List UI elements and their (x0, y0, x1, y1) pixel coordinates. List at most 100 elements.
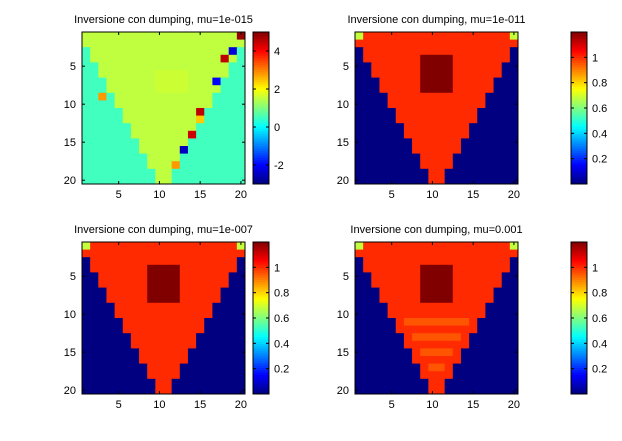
heatmap-cell (469, 123, 478, 132)
heatmap-cell (493, 280, 503, 289)
heatmap-cell (236, 242, 246, 251)
heatmap-cell (204, 340, 213, 349)
heatmap-cell (379, 363, 389, 372)
colorbar-swatch (571, 58, 587, 61)
colorbar-swatch (571, 34, 587, 38)
heatmap-cell (236, 371, 246, 380)
heatmap-cell (139, 242, 148, 251)
heatmap-cell (477, 176, 486, 185)
heatmap-cell (460, 62, 470, 71)
heatmap-cell (130, 153, 140, 162)
heatmap-cell (469, 325, 478, 334)
colorbar-tick-label: 1 (274, 262, 280, 274)
heatmap-cell (114, 257, 124, 266)
heatmap-cell (444, 318, 454, 327)
heatmap-cell (212, 123, 222, 132)
heatmap-cell (106, 153, 116, 162)
colorbar-swatch (253, 70, 269, 73)
heatmap-cell (196, 47, 205, 56)
heatmap-cell (187, 371, 197, 380)
heatmap-cell (379, 47, 389, 56)
heatmap-cell (204, 108, 213, 117)
heatmap-cell (452, 318, 462, 327)
heatmap-cell (163, 348, 173, 357)
heatmap-cell (139, 176, 148, 185)
heatmap-cell (469, 302, 478, 311)
heatmap-cell (469, 371, 478, 380)
heatmap-cell (196, 340, 205, 349)
heatmap-cell (395, 371, 405, 380)
colorbar-swatch (253, 332, 269, 336)
heatmap-cell (412, 325, 421, 334)
heatmap-cell (501, 302, 511, 311)
heatmap-cell (379, 70, 389, 79)
x-tick-label: 5 (389, 399, 395, 411)
heatmap-cell (371, 146, 380, 155)
heatmap-cell (179, 325, 189, 334)
heatmap-cell (212, 363, 222, 372)
heatmap-cell (444, 130, 454, 139)
colorbar-swatch (253, 39, 269, 42)
heatmap-cell (122, 138, 132, 147)
heatmap-cell (501, 62, 511, 71)
heatmap-cell (179, 371, 189, 380)
heatmap-cell (130, 92, 140, 101)
colorbar-swatch (253, 313, 269, 317)
heatmap-cell (106, 249, 116, 258)
heatmap-cell (114, 318, 124, 327)
heatmap-cell (485, 47, 495, 56)
heatmap-cell (171, 77, 181, 86)
heatmap-cell (171, 280, 181, 289)
heatmap-cell (204, 176, 213, 185)
heatmap-cell (90, 70, 99, 79)
colorbar-swatch (253, 268, 269, 271)
heatmap-cell (355, 39, 364, 48)
heatmap-cell (90, 371, 99, 380)
heatmap-cell (379, 100, 389, 109)
heatmap-cell (363, 54, 372, 63)
heatmap-cell (412, 295, 421, 304)
heatmap-cell (179, 310, 189, 319)
heatmap-cell (196, 39, 205, 48)
heatmap-cell (420, 386, 429, 395)
heatmap-cell (90, 348, 99, 357)
heatmap-cell (212, 130, 222, 139)
colorbar-swatch (253, 141, 269, 145)
heatmap-cell (363, 39, 372, 48)
colorbar-swatch (571, 141, 587, 145)
heatmap-cell (196, 363, 205, 372)
colorbar-swatch (253, 72, 269, 76)
heatmap-cell (355, 176, 364, 185)
heatmap-cell (403, 146, 413, 155)
heatmap-cell (436, 138, 446, 147)
heatmap-cell (436, 257, 446, 266)
heatmap-cell (403, 264, 413, 273)
heatmap-cell (355, 70, 364, 79)
heatmap-cell (187, 356, 197, 365)
colorbar-swatch (571, 253, 587, 257)
heatmap-cell (106, 272, 116, 281)
heatmap-cell (428, 115, 437, 124)
heatmap-cell (98, 272, 107, 281)
heatmap-cell (139, 310, 148, 319)
heatmap-cell (387, 242, 397, 251)
heatmap-cell (196, 386, 205, 395)
heatmap-cell (98, 318, 107, 327)
heatmap-cell (228, 70, 238, 79)
heatmap-cell (477, 77, 486, 86)
heatmap-cell (130, 146, 140, 155)
heatmap-cell (163, 310, 173, 319)
heatmap-cell (355, 340, 364, 349)
heatmap-cell (452, 70, 462, 79)
heatmap-cell (477, 70, 486, 79)
heatmap-cell (412, 264, 421, 273)
heatmap-cell (436, 333, 446, 342)
x-tick-label: 10 (153, 189, 165, 201)
heatmap-cell (98, 168, 107, 177)
heatmap-cell (114, 340, 124, 349)
heatmap-cell (212, 348, 222, 357)
heatmap-cell (428, 310, 437, 319)
heatmap-cell (436, 348, 446, 357)
heatmap-cell (379, 310, 389, 319)
heatmap-cell (163, 92, 173, 101)
